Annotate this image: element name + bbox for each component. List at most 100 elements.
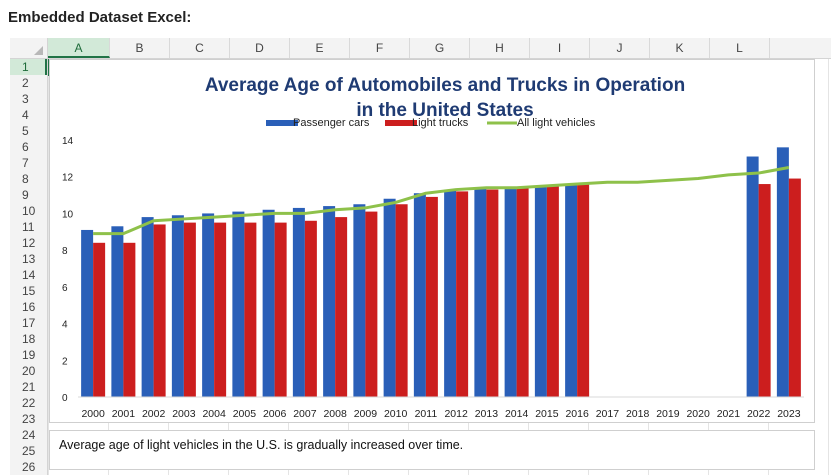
bar-light-trucks-2000 xyxy=(93,243,105,397)
x-tick-label-2001: 2001 xyxy=(112,408,136,420)
row-header-12[interactable]: 12 xyxy=(10,235,47,251)
y-tick-label: 8 xyxy=(62,246,68,257)
legend-label-passenger-cars: Passenger cars xyxy=(293,117,370,129)
legend-label-all-light-vehicles: All light vehicles xyxy=(517,117,596,129)
row-header-25[interactable]: 25 xyxy=(10,443,47,459)
row-header-8[interactable]: 8 xyxy=(10,171,47,187)
select-all-corner[interactable] xyxy=(10,38,48,58)
chart-area[interactable]: Average Age of Automobiles and Trucks in… xyxy=(49,59,815,423)
bar-passenger-cars-2000 xyxy=(81,230,93,397)
x-tick-label-2018: 2018 xyxy=(626,408,650,420)
x-tick-label-2016: 2016 xyxy=(565,408,589,420)
column-header-g[interactable]: G xyxy=(410,38,470,58)
bar-passenger-cars-2011 xyxy=(414,193,426,397)
row-header-15[interactable]: 15 xyxy=(10,283,47,299)
caption-box[interactable]: Average age of light vehicles in the U.S… xyxy=(49,430,815,470)
bar-passenger-cars-2002 xyxy=(142,217,154,397)
bar-light-trucks-2005 xyxy=(244,223,256,397)
row-header-23[interactable]: 23 xyxy=(10,411,47,427)
bar-light-trucks-2007 xyxy=(305,221,317,397)
row-header-1[interactable]: 1 xyxy=(10,59,47,75)
row-header-9[interactable]: 9 xyxy=(10,187,47,203)
bar-passenger-cars-2014 xyxy=(505,188,517,397)
row-header-14[interactable]: 14 xyxy=(10,267,47,283)
line-all-light-vehicles xyxy=(93,168,789,234)
bar-light-trucks-2022 xyxy=(759,184,771,397)
row-header-19[interactable]: 19 xyxy=(10,347,47,363)
x-tick-label-2012: 2012 xyxy=(444,408,468,420)
row-header-18[interactable]: 18 xyxy=(10,331,47,347)
row-header-22[interactable]: 22 xyxy=(10,395,47,411)
x-tick-label-2020: 2020 xyxy=(686,408,710,420)
row-header-3[interactable]: 3 xyxy=(10,91,47,107)
column-header-j[interactable]: J xyxy=(590,38,650,58)
bar-passenger-cars-2005 xyxy=(232,212,244,397)
row-header-7[interactable]: 7 xyxy=(10,155,47,171)
row-header-20[interactable]: 20 xyxy=(10,363,47,379)
x-tick-label-2023: 2023 xyxy=(777,408,801,420)
y-tick-label: 12 xyxy=(62,173,74,184)
row-header-10[interactable]: 10 xyxy=(10,203,47,219)
column-header-k[interactable]: K xyxy=(650,38,710,58)
y-tick-label: 4 xyxy=(62,320,68,331)
y-tick-label: 14 xyxy=(62,136,74,147)
bar-passenger-cars-2012 xyxy=(444,190,456,397)
bar-light-trucks-2004 xyxy=(214,223,226,397)
row-header-2[interactable]: 2 xyxy=(10,75,47,91)
row-header-13[interactable]: 13 xyxy=(10,251,47,267)
column-header-a[interactable]: A xyxy=(48,38,110,58)
x-tick-label-2010: 2010 xyxy=(384,408,408,420)
bar-light-trucks-2002 xyxy=(154,224,166,397)
x-tick-label-2017: 2017 xyxy=(596,408,620,420)
row-header-26[interactable]: 26 xyxy=(10,459,47,475)
x-tick-label-2019: 2019 xyxy=(656,408,680,420)
column-header-l[interactable]: L xyxy=(710,38,770,58)
bar-light-trucks-2013 xyxy=(486,190,498,397)
column-header-b[interactable]: B xyxy=(110,38,170,58)
x-tick-label-2000: 2000 xyxy=(81,408,105,420)
x-axis: 2000 2001 2002 2003 2004 2005 2006 2007 2008 2009… xyxy=(78,397,804,420)
x-tick-label-2008: 2008 xyxy=(323,408,347,420)
bars xyxy=(81,147,801,397)
row-header-21[interactable]: 21 xyxy=(10,379,47,395)
column-header-c[interactable]: C xyxy=(170,38,230,58)
bar-light-trucks-2015 xyxy=(547,186,559,397)
bar-light-trucks-2016 xyxy=(577,184,589,397)
row-header-4[interactable]: 4 xyxy=(10,107,47,123)
column-header-d[interactable]: D xyxy=(230,38,290,58)
x-tick-label-2013: 2013 xyxy=(475,408,499,420)
bar-light-trucks-2006 xyxy=(275,223,287,397)
row-header-16[interactable]: 16 xyxy=(10,299,47,315)
column-header-e[interactable]: E xyxy=(290,38,350,58)
row-header-11[interactable]: 11 xyxy=(10,219,47,235)
bar-passenger-cars-2023 xyxy=(777,147,789,397)
row-header-17[interactable]: 17 xyxy=(10,315,47,331)
bar-passenger-cars-2015 xyxy=(535,186,547,397)
legend: Passenger cars Light trucks All light ve… xyxy=(266,117,596,129)
bar-passenger-cars-2008 xyxy=(323,206,335,397)
x-tick-label-2003: 2003 xyxy=(172,408,196,420)
bar-passenger-cars-2006 xyxy=(263,210,275,397)
all-light-vehicles-line xyxy=(93,168,789,234)
bar-light-trucks-2008 xyxy=(335,217,347,397)
x-tick-label-2005: 2005 xyxy=(233,408,257,420)
x-tick-label-2002: 2002 xyxy=(142,408,166,420)
chart-title-line-1: Average Age of Automobiles and Trucks in… xyxy=(205,75,685,96)
column-header-f[interactable]: F xyxy=(350,38,410,58)
x-tick-label-2011: 2011 xyxy=(415,408,438,420)
x-tick-label-2015: 2015 xyxy=(535,408,559,420)
row-header-5[interactable]: 5 xyxy=(10,123,47,139)
row-header-6[interactable]: 6 xyxy=(10,139,47,155)
y-tick-label: 2 xyxy=(62,356,68,367)
x-tick-label-2022: 2022 xyxy=(747,408,771,420)
column-header-i[interactable]: I xyxy=(530,38,590,58)
column-header-h[interactable]: H xyxy=(470,38,530,58)
bar-light-trucks-2010 xyxy=(396,204,408,397)
x-tick-label-2021: 2021 xyxy=(717,408,741,420)
bar-passenger-cars-2016 xyxy=(565,184,577,397)
bar-passenger-cars-2009 xyxy=(353,204,365,397)
bar-light-trucks-2014 xyxy=(517,188,529,397)
bar-light-trucks-2009 xyxy=(365,212,377,397)
row-header-24[interactable]: 24 xyxy=(10,427,47,443)
